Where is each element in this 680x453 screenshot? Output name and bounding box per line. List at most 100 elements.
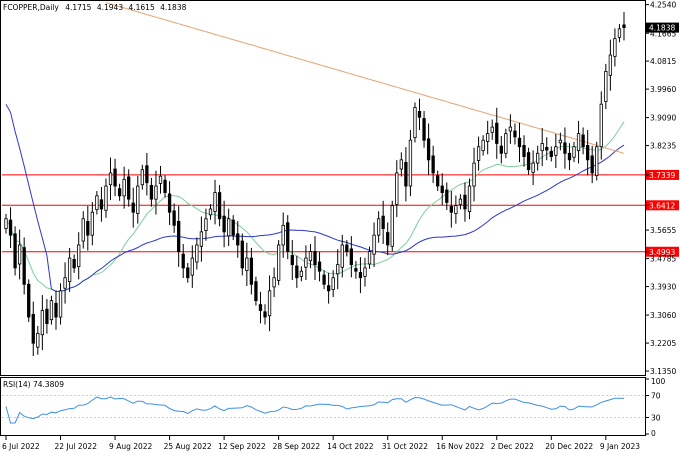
candle: [590, 145, 594, 184]
candle: [81, 211, 85, 249]
candle: [167, 181, 172, 226]
candle: [467, 178, 472, 220]
candle: [445, 182, 449, 210]
candle: [549, 146, 553, 162]
candle: [599, 91, 603, 160]
candle-body: [127, 176, 131, 200]
candle: [567, 143, 572, 170]
candle-body: [417, 110, 422, 118]
x-tick-label: 9 Jan 2023: [600, 442, 640, 451]
candle: [113, 158, 117, 197]
candle: [581, 127, 585, 155]
candle: [213, 179, 217, 225]
candle: [622, 12, 626, 41]
candle-body: [431, 155, 435, 174]
candle: [608, 39, 613, 91]
x-tick-label: 9 Aug 2022: [109, 442, 152, 451]
candle-body: [422, 118, 426, 141]
candle: [436, 170, 440, 191]
candle-body: [467, 185, 472, 212]
candle: [127, 169, 131, 207]
candle-body: [458, 198, 463, 205]
candle-body: [77, 244, 81, 267]
candle: [17, 229, 22, 280]
candle: [54, 290, 58, 330]
candle-body: [158, 175, 163, 184]
candle-body: [367, 251, 372, 265]
candle: [304, 245, 308, 281]
candle-body: [386, 232, 390, 246]
candle: [122, 166, 126, 209]
candle-body: [495, 122, 499, 144]
candle-body: [199, 231, 204, 247]
ma-50-line: [5, 103, 625, 292]
candle: [299, 266, 304, 282]
y-tick-label: 4.2540: [650, 1, 676, 10]
candle: [181, 244, 185, 279]
candle-body: [145, 165, 149, 184]
candle-body: [426, 138, 431, 161]
candle-body: [122, 179, 126, 197]
candle-body: [454, 205, 458, 214]
candle-body: [213, 192, 217, 212]
candle-body: [167, 193, 172, 213]
candle: [326, 272, 331, 304]
ohlc-low: 4.1615: [128, 3, 154, 12]
candle-body: [617, 28, 622, 38]
candle-body: [208, 208, 213, 216]
candle-body: [308, 251, 313, 262]
candle-body: [595, 146, 599, 176]
candle-body: [436, 175, 440, 187]
candle: [308, 244, 313, 269]
candle: [58, 283, 63, 325]
candle-body: [563, 142, 567, 154]
candle: [140, 164, 144, 190]
candle: [576, 120, 581, 164]
candle: [354, 261, 358, 279]
candle: [395, 160, 399, 218]
ohlc-high: 4.1943: [97, 3, 123, 12]
candle-body: [372, 234, 376, 255]
x-tick-label: 12 Sep 2022: [218, 442, 266, 451]
x-tick-label: 31 Oct 2022: [382, 442, 429, 451]
candle: [222, 200, 226, 248]
symbol-label: FCOPPER,Daily: [3, 3, 59, 12]
candle-body: [72, 258, 76, 269]
candle-body: [58, 290, 63, 318]
candle: [195, 237, 199, 270]
candle: [517, 122, 522, 163]
last-price-box: [646, 22, 679, 33]
candle: [77, 232, 81, 280]
candle: [131, 187, 135, 228]
candle: [376, 211, 381, 243]
candle: [13, 226, 17, 276]
candle: [86, 206, 90, 251]
candle-body: [181, 253, 185, 269]
candle: [204, 208, 208, 241]
candle-body: [622, 24, 626, 28]
candle: [199, 216, 204, 262]
rsi-tick-label: 100: [651, 377, 666, 386]
candle: [281, 212, 285, 258]
candle-body: [326, 285, 331, 292]
candle-body: [558, 139, 563, 144]
candle: [245, 242, 249, 286]
candle: [22, 237, 26, 295]
candle-body: [267, 290, 272, 317]
candle: [386, 222, 390, 256]
candle: [117, 183, 122, 201]
candle-body: [281, 224, 285, 246]
level-price-box: [646, 200, 679, 211]
candle: [186, 262, 190, 283]
candle: [349, 236, 354, 278]
candle: [286, 215, 290, 260]
candle-body: [299, 270, 304, 277]
candle: [513, 123, 517, 145]
candle-body: [140, 169, 144, 186]
candle: [172, 203, 176, 233]
candle: [240, 233, 244, 276]
candle: [449, 190, 453, 228]
candle-body: [286, 222, 290, 252]
candle-body: [4, 218, 8, 230]
